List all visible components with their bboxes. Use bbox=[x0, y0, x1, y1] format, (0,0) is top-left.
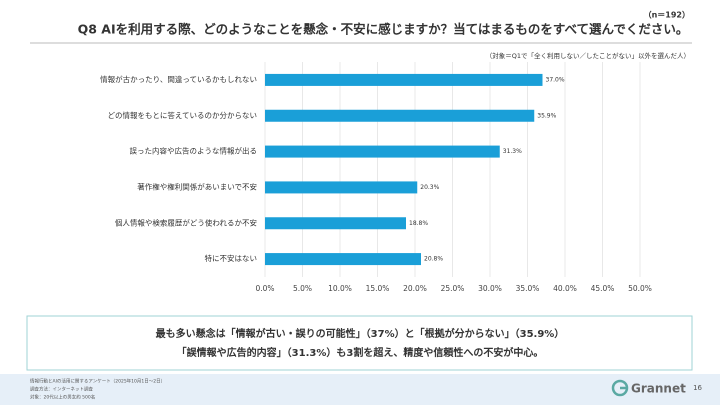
footer-note: 調査方法：インターネット調査 bbox=[30, 386, 93, 393]
x-tick-label: 15.0% bbox=[366, 284, 390, 293]
y-tick-label: 誤った内容や広告のような情報が出る bbox=[130, 146, 258, 156]
page-number: 16 bbox=[693, 384, 702, 392]
bar bbox=[265, 145, 500, 158]
chart-title: Q8 AIを利用する際、どのようなことを懸念・不安に感じますか？当てはまるものを… bbox=[78, 22, 689, 37]
y-tick-label: 情報が古かったり、間違っているかもしれない bbox=[100, 74, 257, 84]
x-tick-label: 20.0% bbox=[403, 284, 427, 293]
summary-line: 最も多い懸念は「情報が古い・誤りの可能性」（37%）と「根拠が分からない」（35… bbox=[156, 327, 565, 340]
x-tick-label: 45.0% bbox=[591, 284, 615, 293]
sample-size: （n＝192） bbox=[644, 10, 690, 20]
value-label: 37.0% bbox=[546, 76, 565, 83]
value-label: 20.8% bbox=[424, 256, 443, 263]
x-tick-label: 40.0% bbox=[553, 284, 577, 293]
x-tick-label: 10.0% bbox=[328, 284, 352, 293]
summary-line: 「誤情報や広告的内容」（31.3%）も3割を超え、精度や信頼性への不安が中心。 bbox=[177, 346, 544, 359]
x-tick-label: 5.0% bbox=[293, 284, 312, 293]
bar bbox=[265, 73, 543, 86]
bar bbox=[265, 181, 418, 194]
bar bbox=[265, 109, 535, 122]
x-tick-label: 25.0% bbox=[441, 284, 465, 293]
value-label: 20.3% bbox=[420, 184, 439, 191]
footer-note: 対象：20代以上の男女約 500名 bbox=[30, 394, 95, 401]
footer-note: 情報行動とAIの活用に関するアンケート（2025年10月1日〜2日） bbox=[30, 378, 165, 385]
y-tick-label: どの情報をもとに答えているのか分からない bbox=[108, 110, 257, 120]
y-tick-label: 特に不安はない bbox=[205, 253, 258, 263]
logo: Grannet bbox=[631, 382, 686, 396]
y-tick-label: 個人情報や検索履歴がどう使われるか不安 bbox=[115, 217, 258, 227]
chart-subtitle: （対象＝Q1で「全く利用しない／したことがない」以外を選んだ人） bbox=[486, 51, 690, 60]
logo-icon bbox=[611, 379, 629, 397]
y-tick-label: 著作権や権利関係があいまいで不安 bbox=[137, 181, 257, 191]
x-tick-label: 0.0% bbox=[255, 284, 274, 293]
bar bbox=[265, 253, 421, 266]
value-label: 18.8% bbox=[409, 220, 428, 227]
value-label: 35.9% bbox=[537, 112, 556, 119]
value-label: 31.3% bbox=[503, 148, 522, 155]
footer-band bbox=[0, 374, 720, 405]
x-tick-label: 30.0% bbox=[478, 284, 502, 293]
x-tick-label: 35.0% bbox=[516, 284, 540, 293]
x-tick-label: 50.0% bbox=[628, 284, 652, 293]
summary-box bbox=[26, 315, 693, 371]
bar bbox=[265, 217, 406, 230]
